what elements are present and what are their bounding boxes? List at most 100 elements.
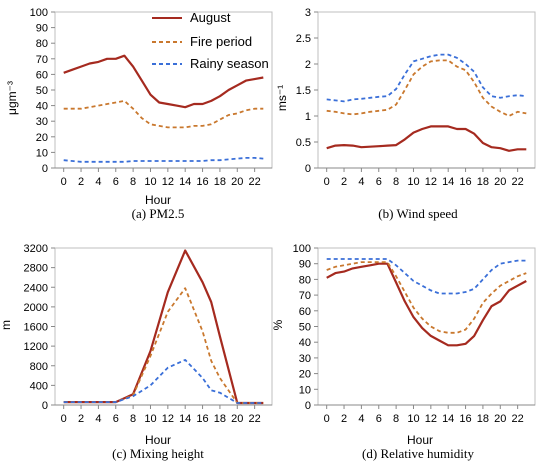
y-tick-label-d: 100 <box>293 243 311 255</box>
y-tick-label-a: 100 <box>30 7 48 19</box>
y-tick-label-a: 20 <box>36 132 48 144</box>
y-tick-label-b: 3 <box>305 7 311 19</box>
x-tick-label-c: 10 <box>144 413 156 425</box>
series-line-fire-d <box>326 261 527 334</box>
x-tick-label-a: 20 <box>231 176 243 188</box>
x-tick-label-d: 18 <box>477 413 489 425</box>
x-tick-label-d: 14 <box>442 413 454 425</box>
y-tick-label-d: 50 <box>299 322 311 334</box>
plot-frame-d <box>317 247 536 406</box>
y-tick-label-c: 0 <box>42 400 48 412</box>
ylabel-a: μgm⁻³ <box>5 81 19 115</box>
series-line-august-a <box>63 54 264 109</box>
x-tick-label-c: 18 <box>214 413 226 425</box>
series-line-fire-b <box>326 59 527 117</box>
ylabel-c: m <box>0 320 13 330</box>
x-tick-label-a: 6 <box>113 176 119 188</box>
ylabel-d: % <box>271 319 285 330</box>
x-tick-label-a: 4 <box>95 176 101 188</box>
y-tick-label-c: 800 <box>30 361 48 373</box>
y-tick-label-a: 70 <box>36 54 48 66</box>
x-tick-label-b: 0 <box>324 176 330 188</box>
legend-label-rainy: Rainy season <box>190 56 269 71</box>
xlabel-d: Hour <box>407 433 433 447</box>
x-tick-label-a: 14 <box>179 176 191 188</box>
y-tick-label-b: 1 <box>305 111 311 123</box>
x-tick-label-a: 16 <box>196 176 208 188</box>
y-tick-label-d: 70 <box>299 290 311 302</box>
x-tick-label-c: 8 <box>130 413 136 425</box>
legend-label-august: August <box>190 10 231 25</box>
x-tick-label-b: 18 <box>477 176 489 188</box>
y-tick-label-d: 80 <box>299 274 311 286</box>
x-tick-label-d: 0 <box>324 413 330 425</box>
x-tick-label-b: 20 <box>494 176 506 188</box>
x-tick-label-d: 20 <box>494 413 506 425</box>
series-line-fire-a <box>63 100 264 129</box>
x-tick-label-b: 22 <box>512 176 524 188</box>
x-tick-label-d: 4 <box>358 413 364 425</box>
y-tick-label-a: 40 <box>36 101 48 113</box>
y-tick-label-b: 0 <box>305 163 311 175</box>
y-tick-label-d: 60 <box>299 306 311 318</box>
y-tick-label-b: 1.5 <box>296 85 311 97</box>
caption-b: (b) Wind speed <box>378 206 458 221</box>
x-tick-label-a: 8 <box>130 176 136 188</box>
xlabel-c: Hour <box>145 433 171 447</box>
series-line-august-b <box>326 125 527 152</box>
y-tick-label-c: 1200 <box>24 341 48 353</box>
y-tick-label-c: 2800 <box>24 263 48 275</box>
series-line-rainy-a <box>63 156 264 163</box>
y-tick-label-c: 3200 <box>24 243 48 255</box>
x-tick-label-b: 14 <box>442 176 454 188</box>
x-tick-label-d: 6 <box>376 413 382 425</box>
x-tick-label-b: 12 <box>425 176 437 188</box>
x-tick-label-d: 16 <box>459 413 471 425</box>
caption-c: (c) Mixing height <box>112 446 204 461</box>
y-tick-label-d: 40 <box>299 337 311 349</box>
x-tick-label-a: 22 <box>249 176 261 188</box>
series-line-august-c <box>63 249 264 405</box>
x-tick-label-a: 0 <box>61 176 67 188</box>
y-tick-label-c: 400 <box>30 380 48 392</box>
series-line-rainy-d <box>326 258 527 295</box>
series-line-rainy-b <box>326 53 527 103</box>
y-tick-label-b: 0.5 <box>296 137 311 149</box>
y-tick-label-d: 30 <box>299 353 311 365</box>
y-tick-label-d: 0 <box>305 400 311 412</box>
x-tick-label-c: 14 <box>179 413 191 425</box>
y-tick-label-d: 20 <box>299 369 311 381</box>
x-tick-label-c: 0 <box>61 413 67 425</box>
x-tick-label-c: 16 <box>196 413 208 425</box>
y-tick-label-c: 1600 <box>24 322 48 334</box>
x-tick-label-a: 10 <box>144 176 156 188</box>
x-tick-label-d: 2 <box>341 413 347 425</box>
x-tick-label-d: 22 <box>512 413 524 425</box>
x-tick-label-b: 16 <box>459 176 471 188</box>
legend: August Fire period Rainy season <box>152 10 269 71</box>
x-tick-label-c: 6 <box>113 413 119 425</box>
y-tick-label-a: 60 <box>36 69 48 81</box>
x-tick-label-b: 4 <box>358 176 364 188</box>
x-tick-label-b: 2 <box>341 176 347 188</box>
y-tick-label-a: 0 <box>42 163 48 175</box>
series-line-rainy-c <box>63 358 264 404</box>
ylabel-b: ms⁻¹ <box>275 85 289 111</box>
x-tick-label-a: 2 <box>78 176 84 188</box>
y-tick-label-c: 2000 <box>24 302 48 314</box>
x-tick-label-b: 8 <box>393 176 399 188</box>
x-tick-label-b: 6 <box>376 176 382 188</box>
xlabel-a: Hour <box>145 193 171 207</box>
x-tick-label-d: 12 <box>425 413 437 425</box>
plot-frame-c <box>54 247 273 406</box>
y-tick-label-b: 2 <box>305 59 311 71</box>
x-tick-label-c: 22 <box>249 413 261 425</box>
x-tick-label-b: 10 <box>407 176 419 188</box>
x-tick-label-c: 12 <box>162 413 174 425</box>
series-line-august-d <box>326 262 527 347</box>
y-tick-label-d: 90 <box>299 259 311 271</box>
y-tick-label-a: 80 <box>36 38 48 50</box>
y-tick-label-a: 90 <box>36 23 48 35</box>
y-tick-label-a: 50 <box>36 85 48 97</box>
